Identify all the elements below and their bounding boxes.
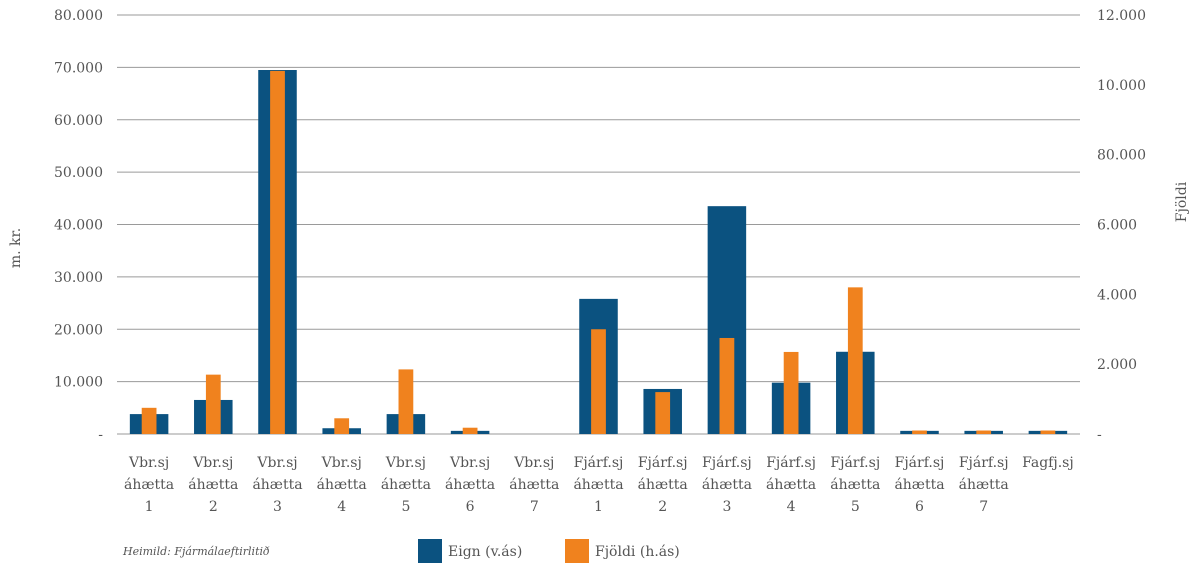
category-label: Fjárf.sj [766, 455, 816, 471]
right-axis-ticks: - 2.000 4.000 6.000 80.000 10.000 12.000 [1097, 8, 1146, 443]
right-tick-label: 2.000 [1097, 357, 1137, 373]
category-label: Fjárf.sj [702, 455, 752, 471]
category-label: Fagfj.sj [1022, 455, 1074, 471]
legend-label-eign: Eign (v.ás) [448, 544, 522, 560]
right-tick-label: 12.000 [1097, 8, 1146, 24]
category-label: áhætta [959, 477, 1009, 493]
right-tick-label: - [1097, 427, 1102, 443]
category-label: áhætta [573, 477, 623, 493]
category-label: áhætta [766, 477, 816, 493]
category-label: áhætta [894, 477, 944, 493]
category-label: Vbr.sj [449, 455, 490, 471]
category-label: 1 [145, 499, 154, 515]
category-label: 2 [209, 499, 218, 515]
category-label: Vbr.sj [128, 455, 169, 471]
bar-fjoldi [847, 287, 863, 434]
bar-fjoldi [398, 369, 414, 434]
category-label: áhætta [638, 477, 688, 493]
bar-fjoldi [976, 430, 992, 434]
bar-fjoldi [912, 430, 927, 434]
left-axis-ticks: - 10.000 20.000 30.000 40.000 50.000 60.000 70.… [54, 8, 103, 443]
legend-label-fjoldi: Fjöldi (h.ás) [595, 544, 680, 560]
category-label: 2 [658, 499, 667, 515]
left-tick-label: 70.000 [54, 60, 103, 76]
right-tick-label: 80.000 [1097, 148, 1146, 164]
category-label: 4 [787, 499, 796, 515]
left-axis-title: m. kr. [8, 228, 24, 268]
category-label: áhætta [509, 477, 559, 493]
right-tick-label: 10.000 [1097, 78, 1146, 94]
bar-fjoldi [655, 392, 671, 434]
left-tick-label: 60.000 [54, 113, 103, 129]
legend-swatch-eign [418, 539, 442, 563]
bar-fjoldi [719, 337, 735, 434]
bar-fjoldi [462, 427, 478, 434]
right-axis-title: Fjöldi [1174, 181, 1190, 222]
category-label: Fjárf.sj [959, 455, 1009, 471]
bar-fjoldi [1040, 430, 1056, 434]
right-tick-label: 6.000 [1097, 218, 1137, 234]
category-label: 6 [915, 499, 924, 515]
category-label: Vbr.sj [256, 455, 297, 471]
category-label: áhætta [188, 477, 238, 493]
category-label: Vbr.sj [321, 455, 362, 471]
left-tick-label: 80.000 [54, 8, 103, 24]
bar-fjoldi [141, 407, 157, 434]
category-label: 3 [273, 499, 282, 515]
category-label: Vbr.sj [192, 455, 233, 471]
category-label: áhætta [252, 477, 302, 493]
category-label: 3 [722, 499, 731, 515]
category-label: áhætta [124, 477, 174, 493]
bar-fjoldi [783, 351, 799, 434]
category-label: áhætta [702, 477, 752, 493]
category-label: áhætta [830, 477, 880, 493]
category-label: 4 [337, 499, 346, 515]
bar-fjoldi [591, 329, 606, 434]
category-label: 5 [851, 499, 860, 515]
category-label: áhætta [445, 477, 495, 493]
category-label: 1 [594, 499, 603, 515]
bars [129, 69, 1068, 435]
category-label: Vbr.sj [513, 455, 554, 471]
category-label: 5 [401, 499, 410, 515]
category-labels: Vbr.sj áhætta 1 Vbr.sj áhætta 2 Vbr.sj áhætta 3 V… [124, 455, 1074, 515]
legend: Eign (v.ás) Fjöldi (h.ás) [418, 539, 680, 563]
category-label: Fjárf.sj [895, 455, 945, 471]
left-tick-label: - [98, 427, 103, 443]
bar-fjoldi [334, 418, 350, 434]
category-label: 6 [466, 499, 475, 515]
category-label: 7 [979, 499, 988, 515]
category-label: áhætta [381, 477, 431, 493]
category-label: Fjárf.sj [830, 455, 880, 471]
left-tick-label: 10.000 [54, 375, 103, 391]
left-tick-label: 30.000 [54, 270, 103, 286]
category-label: Fjárf.sj [638, 455, 688, 471]
legend-swatch-fjoldi [565, 539, 589, 563]
category-label: 7 [530, 499, 539, 515]
category-label: Fjárf.sj [574, 455, 624, 471]
bar-fjoldi [205, 374, 221, 434]
right-tick-label: 4.000 [1097, 287, 1137, 303]
category-label: áhætta [317, 477, 367, 493]
left-tick-label: 20.000 [54, 322, 103, 338]
bar-fjoldi [270, 70, 285, 434]
left-tick-label: 50.000 [54, 165, 103, 181]
category-label: Vbr.sj [385, 455, 426, 471]
source-note: Heimild: Fjármálaeftirlitið [122, 545, 270, 558]
left-tick-label: 40.000 [54, 218, 103, 234]
